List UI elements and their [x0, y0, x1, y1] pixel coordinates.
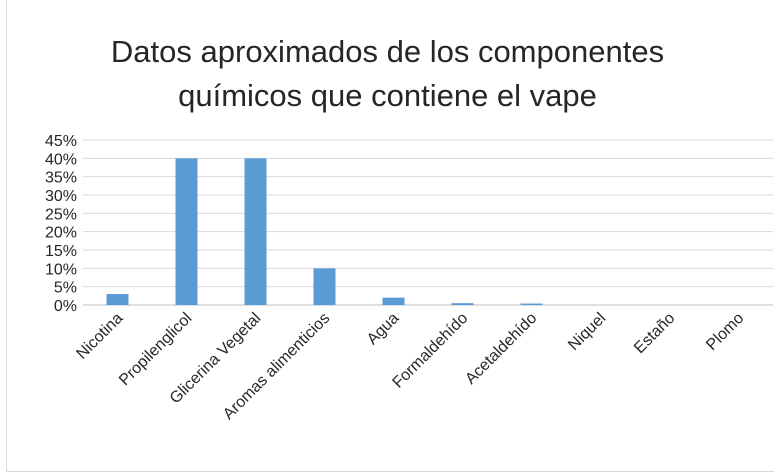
bar — [313, 268, 336, 305]
y-tick-label: 20% — [45, 225, 77, 242]
y-tick-label: 35% — [45, 170, 77, 187]
chart-title-line-2: químicos que contiene el vape — [178, 78, 597, 113]
y-tick-label: 25% — [45, 206, 77, 223]
chart-frame — [6, 0, 774, 472]
x-tick-label: Estaño — [631, 310, 678, 357]
chart-title: Datos aproximados de los componentes quí… — [0, 30, 775, 118]
y-tick-label: 5% — [54, 280, 77, 297]
bar — [451, 303, 474, 305]
x-tick-label: Propilenglicol — [116, 310, 195, 389]
x-tick-label: Nicotina — [73, 310, 126, 363]
chart-title-line-1: Datos aproximados de los componentes — [110, 34, 665, 69]
y-tick-label: 15% — [45, 243, 77, 260]
bar — [244, 158, 267, 305]
y-tick-label: 0% — [54, 298, 77, 315]
x-tick-label: Acetaldehído — [462, 310, 540, 388]
bar — [175, 158, 198, 305]
x-tick-label: Plomo — [703, 310, 747, 354]
x-tick-label: Agua — [364, 310, 403, 349]
y-tick-label: 30% — [45, 188, 77, 205]
y-tick-label: 45% — [45, 133, 77, 150]
x-tick-label: Niquel — [565, 310, 609, 354]
y-tick-label: 40% — [45, 151, 77, 168]
y-tick-label: 10% — [45, 261, 77, 278]
bar — [106, 294, 129, 305]
bar — [520, 303, 543, 305]
bar — [382, 297, 405, 305]
